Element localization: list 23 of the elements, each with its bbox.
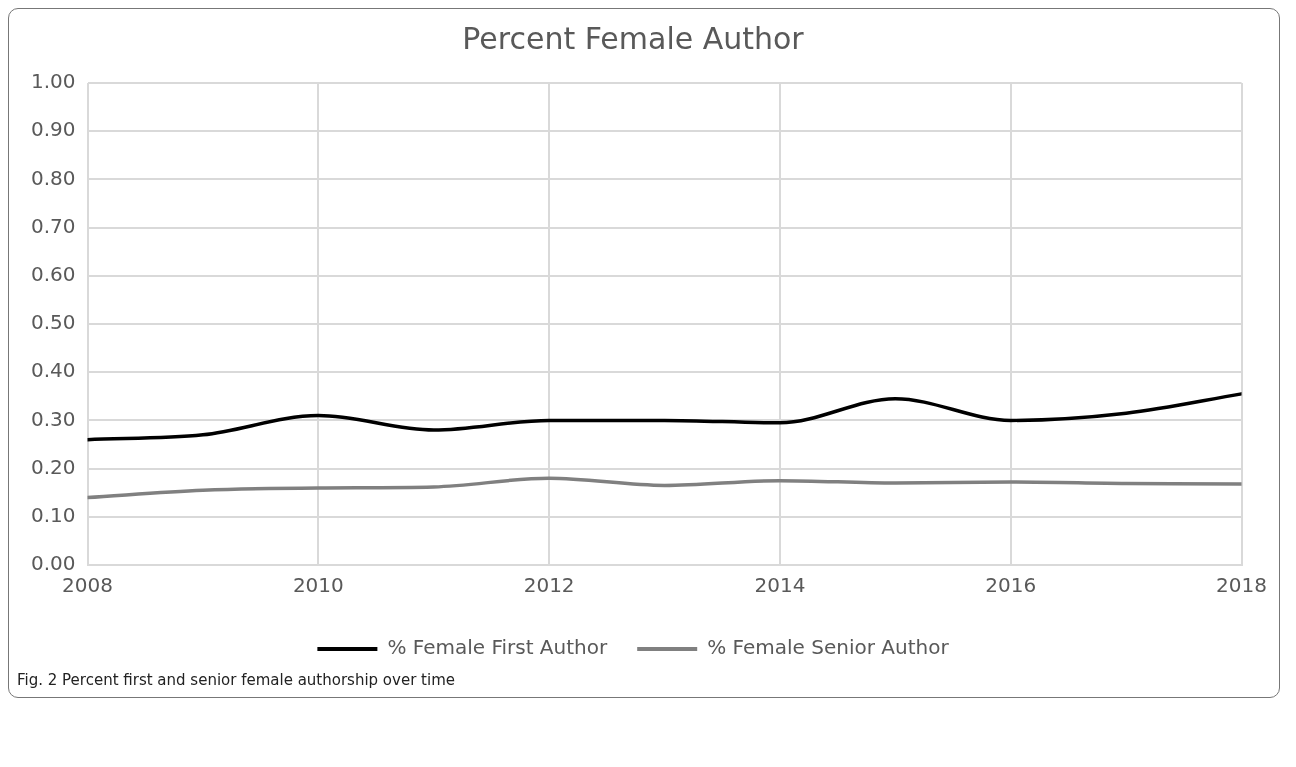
x-tick-label: 2012 [523,573,575,598]
legend-label: % Female First Author [387,635,608,660]
y-tick-label: 0.30 [31,406,76,431]
y-tick-label: 0.50 [31,310,76,335]
legend-label: % Female Senior Author [707,635,950,660]
y-tick-label: 0.20 [31,454,76,479]
line-series [87,476,1242,500]
caption: Fig. 2 Percent first and senior female authorship over time [16,670,456,691]
y-tick-label: 0.60 [31,262,76,286]
y-tick-label: 0.00 [31,551,76,576]
x-tick-label: 2018 [1216,573,1267,598]
x-tick-label: 2014 [754,573,806,598]
y-tick-label: 0.70 [31,213,76,238]
y-tick-label: 1.00 [31,69,76,94]
y-tick-label: 0.40 [31,358,76,383]
y-tick-label: 0.10 [31,503,76,527]
y-tick-label: 0.80 [31,165,76,190]
y-tick-label: 0.90 [31,117,76,142]
x-tick-label: 2010 [292,573,344,598]
line-series [87,392,1242,442]
x-tick-label: 2016 [985,573,1037,598]
chart-title: Percent Female Author [462,20,805,56]
x-tick-label: 2008 [62,573,113,598]
